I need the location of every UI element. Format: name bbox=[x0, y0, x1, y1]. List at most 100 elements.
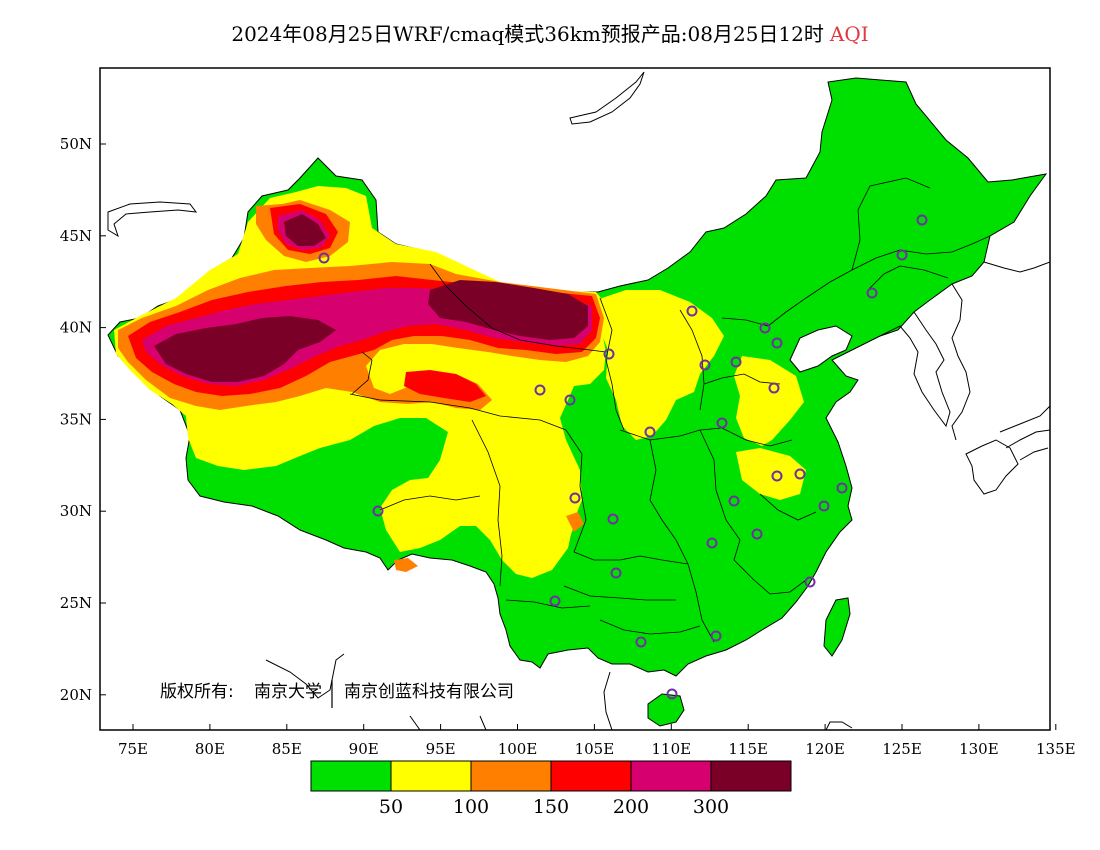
station-marker bbox=[610, 567, 622, 579]
x-tick-label: 95E bbox=[426, 740, 456, 758]
neighbour-outlines bbox=[107, 71, 1050, 730]
region-unhealthy-qaidam bbox=[404, 370, 486, 402]
station-markers bbox=[318, 214, 928, 700]
station-marker bbox=[759, 322, 771, 334]
station-marker bbox=[644, 426, 656, 438]
legend-label: 200 bbox=[613, 796, 649, 818]
legend-swatch bbox=[550, 760, 632, 792]
region-moderate-yangtze bbox=[736, 448, 806, 500]
region-hazardous-junggar bbox=[284, 214, 326, 246]
x-tick-label: 115E bbox=[728, 740, 768, 758]
station-marker bbox=[710, 630, 722, 642]
bohai-sea bbox=[789, 325, 853, 373]
station-marker bbox=[706, 537, 718, 549]
station-marker bbox=[318, 252, 330, 264]
taiwan-island bbox=[823, 597, 851, 657]
x-tick-label: 130E bbox=[959, 740, 999, 758]
y-tick-label: 25N bbox=[60, 594, 92, 612]
credit-org-1: 南京大学 bbox=[254, 682, 322, 702]
legend-label: 300 bbox=[693, 796, 729, 818]
color-legend: 50 100 150 200 300 bbox=[310, 760, 792, 818]
province-boundaries bbox=[349, 177, 991, 643]
station-marker bbox=[728, 495, 740, 507]
title-variable: AQI bbox=[829, 22, 869, 46]
y-tick-label: 45N bbox=[60, 227, 92, 245]
region-hazardous-tarim bbox=[154, 316, 336, 382]
x-tick-label: 75E bbox=[118, 740, 148, 758]
x-tick-label: 80E bbox=[195, 740, 225, 758]
station-marker bbox=[716, 417, 728, 429]
station-marker bbox=[666, 688, 678, 700]
russia-east-coast bbox=[983, 261, 1050, 273]
legend-label: 150 bbox=[533, 796, 569, 818]
station-marker bbox=[836, 482, 848, 494]
y-tick-label: 30N bbox=[60, 502, 92, 520]
region-moderate-north bbox=[600, 290, 724, 440]
legend-swatch bbox=[710, 760, 792, 792]
philippines-outline bbox=[825, 721, 853, 730]
legend-swatch bbox=[310, 760, 392, 792]
station-marker bbox=[771, 337, 783, 349]
hainan-island bbox=[647, 693, 685, 727]
station-marker bbox=[564, 394, 576, 406]
credit-owner-label: 版权所有: bbox=[160, 682, 234, 702]
legend-label: 50 bbox=[379, 796, 403, 818]
credit-org-2: 南京创蓝科技有限公司 bbox=[344, 682, 514, 702]
x-axis: 75E 80E 85E 90E 95E 100E 105E 110E 115E 120E 125E 1… bbox=[118, 724, 1076, 758]
station-marker bbox=[896, 249, 908, 261]
station-marker bbox=[730, 356, 742, 368]
japan-honshu bbox=[999, 405, 1050, 461]
x-tick-label: 110E bbox=[652, 740, 692, 758]
korea-outline bbox=[879, 311, 951, 428]
station-marker bbox=[916, 214, 928, 226]
map-frame-border bbox=[99, 67, 1051, 731]
station-marker bbox=[794, 468, 806, 480]
station-marker bbox=[768, 382, 780, 394]
station-marker bbox=[635, 636, 647, 648]
station-marker bbox=[686, 305, 698, 317]
region-usg-sichuan bbox=[566, 512, 584, 532]
station-marker bbox=[699, 359, 711, 371]
station-marker bbox=[818, 500, 830, 512]
legend-swatch bbox=[470, 760, 552, 792]
x-tick-label: 135E bbox=[1036, 740, 1076, 758]
legend-swatch bbox=[390, 760, 472, 792]
x-tick-label: 120E bbox=[805, 740, 845, 758]
station-marker bbox=[751, 528, 763, 540]
region-hazardous-alxa bbox=[428, 280, 588, 340]
station-marker bbox=[866, 287, 878, 299]
x-tick-label: 90E bbox=[349, 740, 379, 758]
y-tick-label: 35N bbox=[60, 410, 92, 428]
x-tick-label: 100E bbox=[498, 740, 538, 758]
y-tick-label: 40N bbox=[60, 319, 92, 337]
sea-of-japan-coast bbox=[951, 283, 971, 441]
lake-baikal bbox=[569, 71, 645, 125]
region-usg-southtibet bbox=[394, 558, 418, 572]
map-layers bbox=[107, 71, 1050, 730]
legend-swatch bbox=[630, 760, 712, 792]
region-moderate-sichuan bbox=[534, 484, 574, 552]
station-marker bbox=[603, 348, 615, 360]
station-marker bbox=[372, 505, 384, 517]
station-marker bbox=[804, 576, 816, 588]
station-marker bbox=[549, 595, 561, 607]
x-tick-label: 85E bbox=[272, 740, 302, 758]
y-tick-label: 50N bbox=[60, 135, 92, 153]
station-marker bbox=[607, 513, 619, 525]
map-title: 2024年08月25日WRF/cmaq模式36km预报产品:08月25日12时 A… bbox=[0, 18, 1100, 47]
lake-balkhash bbox=[107, 201, 198, 238]
region-moderate-east bbox=[734, 356, 804, 446]
india-border bbox=[265, 653, 345, 699]
station-marker bbox=[771, 470, 783, 482]
y-axis: 50N 45N 40N 35N 30N 25N 20N bbox=[60, 135, 106, 704]
myanmar-border bbox=[409, 715, 487, 730]
legend-label: 100 bbox=[453, 796, 489, 818]
station-marker bbox=[534, 384, 546, 396]
indochina-coast bbox=[603, 671, 613, 730]
title-main: 2024年08月25日WRF/cmaq模式36km预报产品:08月25日12时 bbox=[231, 22, 824, 46]
station-marker bbox=[569, 492, 581, 504]
x-tick-label: 125E bbox=[882, 740, 922, 758]
y-tick-label: 20N bbox=[60, 686, 92, 704]
x-tick-label: 105E bbox=[575, 740, 615, 758]
